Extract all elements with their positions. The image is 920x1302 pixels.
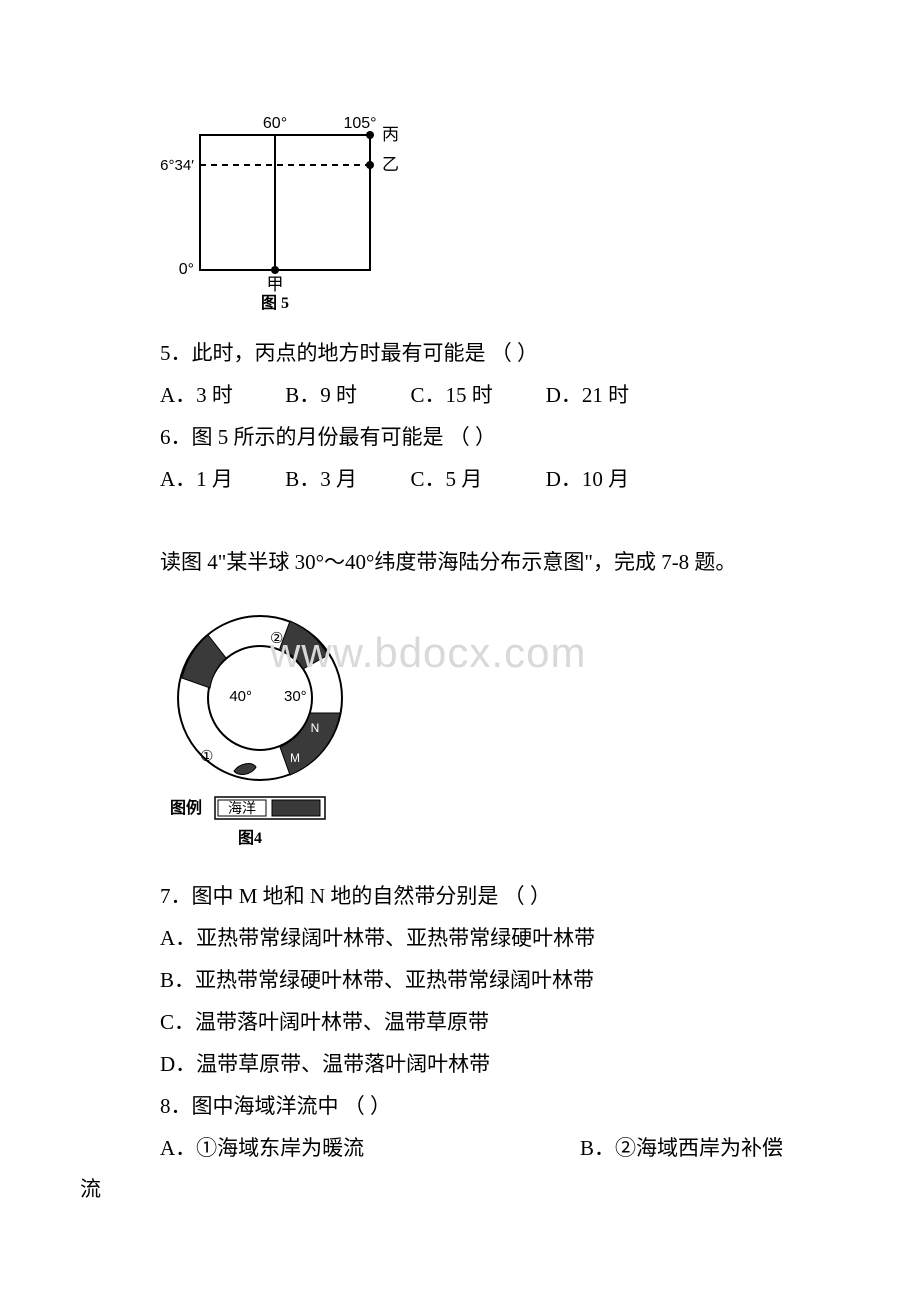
svg-text:②: ② bbox=[270, 631, 283, 647]
svg-text:图4: 图4 bbox=[238, 829, 262, 847]
figure-4: 40° 30° ② ① N M 图例 海洋 图4 bbox=[160, 603, 840, 867]
q8-tail: 流 bbox=[80, 1170, 840, 1210]
svg-text:M: M bbox=[290, 751, 300, 765]
q5-options: A．3 时 B．9 时 C．15 时 D．21 时 bbox=[80, 376, 840, 416]
svg-text:60°: 60° bbox=[263, 115, 287, 132]
svg-text:乙: 乙 bbox=[382, 155, 399, 174]
q7-optC: C．温带落叶阔叶林带、温带草原带 bbox=[80, 1003, 840, 1043]
q5-optC: C．15 时 bbox=[411, 376, 541, 416]
svg-text:图 5: 图 5 bbox=[261, 294, 289, 310]
svg-text:40°: 40° bbox=[229, 688, 252, 705]
q7-optD: D．温带草原带、温带落叶阔叶林带 bbox=[80, 1045, 840, 1085]
q8-stem: 8．图中海域洋流中 （ ） bbox=[80, 1087, 840, 1127]
q8-options-row: A．①海域东岸为暖流 B．②海域西岸为补偿 bbox=[80, 1129, 840, 1169]
svg-text:N: N bbox=[311, 721, 320, 735]
q7-stem: 7．图中 M 地和 N 地的自然带分别是 （ ） bbox=[80, 877, 840, 917]
q5-stem: 5．此时，丙点的地方时最有可能是 （ ） bbox=[80, 334, 840, 374]
intro-7-8: 读图 4"某半球 30°～40°纬度带海陆分布示意图"，完成 7-8 题。 bbox=[80, 543, 840, 583]
figure-4-svg: 40° 30° ② ① N M 图例 海洋 图4 bbox=[160, 603, 380, 853]
q5-optD: D．21 时 bbox=[546, 376, 629, 416]
q6-stem: 6．图 5 所示的月份最有可能是 （ ） bbox=[80, 418, 840, 458]
svg-text:海洋: 海洋 bbox=[228, 801, 256, 817]
figure-5: 60° 105° 丙 乙 66°34′ 0° 甲 图 5 bbox=[160, 110, 840, 324]
svg-text:丙: 丙 bbox=[382, 125, 399, 144]
q8-optB: B．②海域西岸为补偿 bbox=[580, 1129, 840, 1169]
q6-options: A．1 月 B．3 月 C．5 月 D．10 月 bbox=[80, 460, 840, 500]
q6-optD: D．10 月 bbox=[546, 460, 629, 500]
q5-optB: B．9 时 bbox=[285, 376, 405, 416]
q6-optC: C．5 月 bbox=[411, 460, 541, 500]
figure-5-svg: 60° 105° 丙 乙 66°34′ 0° 甲 图 5 bbox=[160, 110, 400, 310]
q8-optA: A．①海域东岸为暖流 bbox=[160, 1129, 580, 1169]
svg-text:甲: 甲 bbox=[267, 275, 284, 294]
q6-optB: B．3 月 bbox=[285, 460, 405, 500]
svg-text:66°34′: 66°34′ bbox=[160, 157, 194, 174]
q7-optB: B．亚热带常绿硬叶林带、亚热带常绿阔叶林带 bbox=[80, 961, 840, 1001]
q5-optA: A．3 时 bbox=[160, 376, 280, 416]
svg-text:30°: 30° bbox=[284, 688, 307, 705]
svg-text:0°: 0° bbox=[179, 261, 194, 278]
svg-text:105°: 105° bbox=[343, 115, 376, 132]
q7-optA: A．亚热带常绿阔叶林带、亚热带常绿硬叶林带 bbox=[80, 919, 840, 959]
q6-optA: A．1 月 bbox=[160, 460, 280, 500]
svg-text:①: ① bbox=[200, 749, 213, 765]
svg-text:图例: 图例 bbox=[170, 798, 202, 817]
